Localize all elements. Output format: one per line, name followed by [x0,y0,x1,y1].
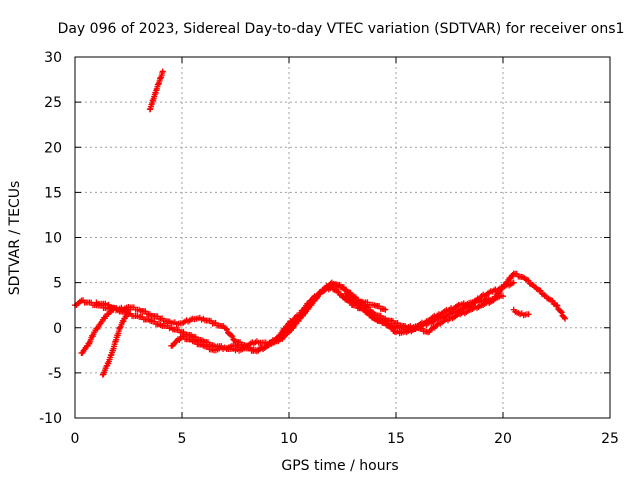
chart-title: Day 096 of 2023, Sidereal Day-to-day VTE… [58,21,625,37]
data-point [335,288,342,295]
grid-lines [75,57,610,418]
y-tick-label: 30 [44,50,62,66]
series-track-f [78,306,117,357]
data-point [174,336,181,343]
axis-ticks: 0 5 10 15 20 25 -10 -5 0 5 10 15 20 25 30 [39,50,619,447]
data-point [311,293,318,300]
data-point [562,315,569,322]
data-point [382,306,389,313]
data-point [159,68,166,75]
data-point [287,318,294,325]
data-point [474,295,481,302]
y-axis-label: SDTVAR / TECUs [7,181,23,296]
data-point [228,332,235,339]
series-track-c [168,270,569,355]
series-track-b [93,279,517,349]
y-tick-label: 5 [53,276,62,292]
data-point [341,286,348,293]
data-point [549,297,556,304]
data-point [434,321,441,328]
x-tick-label: 25 [601,431,619,447]
data-point [342,287,349,294]
series-track-h [146,68,166,113]
series-track-g [99,306,132,378]
data-point [541,292,548,299]
data-point [525,277,532,284]
y-tick-label: 0 [53,321,62,337]
data-point [510,279,517,286]
y-tick-label: -5 [48,366,62,382]
data-points [72,68,569,378]
data-point [116,324,123,331]
data-point [557,308,564,315]
x-tick-label: 5 [178,431,187,447]
y-tick-label: -10 [39,411,62,427]
y-tick-label: 10 [44,231,62,247]
y-tick-label: 20 [44,140,62,156]
data-point [558,309,565,316]
data-point [229,333,236,340]
series-track-e [510,306,532,319]
data-point [125,306,132,313]
series-track-d [339,293,389,313]
data-point [537,287,544,294]
data-point [554,302,561,309]
y-tick-label: 25 [44,95,62,111]
x-axis-label: GPS time / hours [281,458,398,474]
x-tick-label: 0 [71,431,80,447]
data-point [307,297,314,304]
data-point [222,325,229,332]
data-point [388,324,395,331]
data-point [430,323,437,330]
x-tick-label: 10 [280,431,298,447]
data-point [500,293,506,300]
x-tick-label: 15 [387,431,405,447]
data-point [294,312,301,319]
data-point [269,337,276,344]
data-point [364,309,371,316]
data-point [110,306,117,313]
data-point [223,326,230,333]
data-point [525,311,532,318]
data-point [498,284,505,291]
x-tick-label: 20 [494,431,512,447]
y-tick-label: 15 [44,185,62,201]
